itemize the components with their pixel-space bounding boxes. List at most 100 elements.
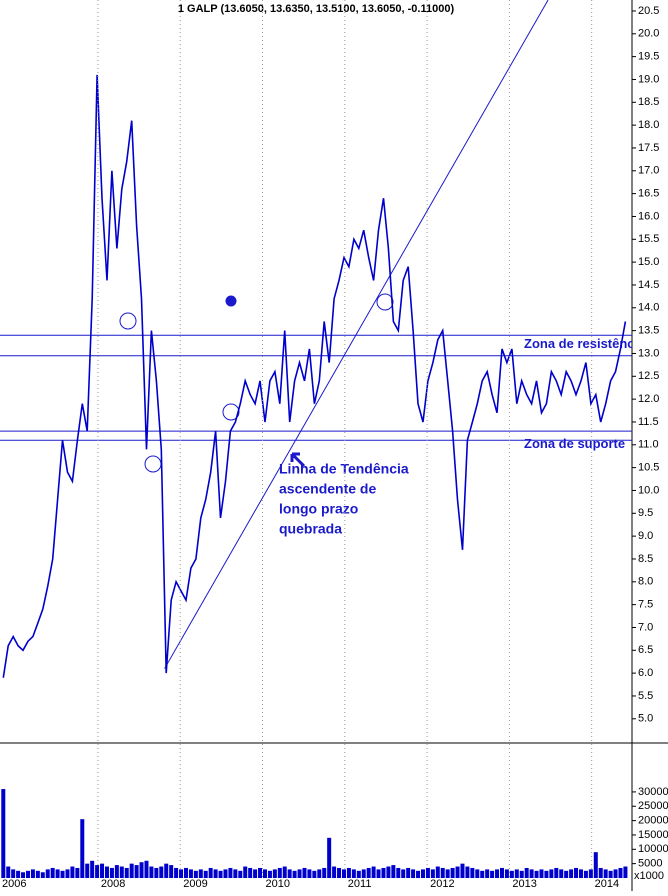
volume-bar [75,867,80,878]
volume-bar [416,870,421,878]
volume-bar [322,867,327,878]
x-tick-label: 2012 [430,878,454,890]
volume-bar [223,869,228,878]
y-tick-label: 15.5 [638,233,659,245]
volume-bar [238,870,243,878]
volume-bar [124,867,129,878]
plot-background [0,0,632,878]
annotation-line: Linha de Tendência [279,461,409,477]
volume-bar [193,870,198,878]
volume-bar [391,865,396,878]
volume-bar [519,870,524,878]
volume-bar [366,867,371,878]
volume-bar [90,860,95,878]
volume-bar [420,869,425,878]
volume-bar [450,867,455,878]
volume-bar [317,869,322,878]
volume-bar [95,865,100,878]
volume-bar [80,819,85,878]
y-tick-label: 16.5 [638,188,659,200]
x-tick-label: 2014 [595,878,619,890]
volume-bar [277,867,282,878]
x-tick-label: 2011 [348,878,372,890]
y-tick-label: 8.5 [638,553,653,565]
volume-bar [539,869,544,878]
arrow [290,452,306,468]
volume-bar [70,866,75,878]
y-tick-label: 15.0 [638,256,659,268]
volume-bar [174,867,179,878]
volume-bar [425,867,430,878]
volume-unit: x1000 [634,870,664,882]
volume-bar [618,867,623,878]
volume-bar [307,869,312,878]
volume-bar [376,869,381,878]
volume-bar [381,867,386,878]
volume-bar [287,869,292,878]
volume-bar [534,870,539,878]
annotation: Linha de Tendência ascendente de longo p… [279,452,409,537]
volume-bar [21,872,26,878]
volume-bar [208,867,213,878]
volume-bar [1,789,6,878]
icon [119,312,137,330]
x-tick-label: 2013 [512,878,536,890]
volume-bar [613,869,618,878]
volume-bar [430,869,435,878]
volume-bar [139,862,144,878]
volume-bar [297,869,302,878]
y-tick-label: 13.5 [638,325,659,337]
volume-bar [514,869,519,878]
volume-bar [188,869,193,878]
volume-bar [401,869,406,878]
volume-bar [85,863,90,878]
icon [376,293,394,311]
volume-bar [198,869,203,878]
volume-bar [341,869,346,878]
volume-bar [509,870,514,878]
y-tick-label: 5.0 [638,713,653,725]
volume-bar [164,863,169,878]
volume-bar [593,852,598,878]
volume-bar [544,870,549,878]
volume-bar [495,869,500,878]
volume-bar [327,837,332,878]
volume-bar [50,867,55,878]
volume-bar [109,867,114,878]
volume-bar [262,869,267,878]
volume-bar [504,869,509,878]
y-tick-label: 19.0 [638,73,659,85]
x-tick-label: 2006 [2,878,26,890]
volume-bar [386,866,391,878]
volume-bar [179,869,184,878]
volume-bar [253,869,258,878]
y-tick-label: 18.0 [638,119,659,131]
trend-line [164,0,549,669]
volume-bar [411,869,416,878]
volume-bar [312,870,317,878]
annotation-line: longo prazo [279,501,358,517]
volume-bar [608,870,613,878]
y-tick-label: 20000 [638,815,668,827]
y-tick-label: 14.5 [638,279,659,291]
volume-bar [332,866,337,878]
y-tick-label: 7.5 [638,599,653,611]
volume-bar [100,863,105,878]
volume-bar [356,870,361,878]
volume-bar [11,869,16,878]
volume-bar [598,867,603,878]
chart-title: 1 GALP (13.6050, 13.6350, 13.5100, 13.60… [178,3,455,15]
y-tick-label: 17.5 [638,142,659,154]
volume-bar [159,866,164,878]
volume-bar [30,869,35,878]
y-tick-label: 19.5 [638,51,659,63]
y-tick-label: 30000 [638,786,668,798]
volume-bar [371,866,376,878]
volume-bar [485,869,490,878]
y-tick-label: 12.5 [638,370,659,382]
volume-bar [228,867,233,878]
volume-bar [346,867,351,878]
volume-bar [243,866,248,878]
volume-bar [554,867,559,878]
